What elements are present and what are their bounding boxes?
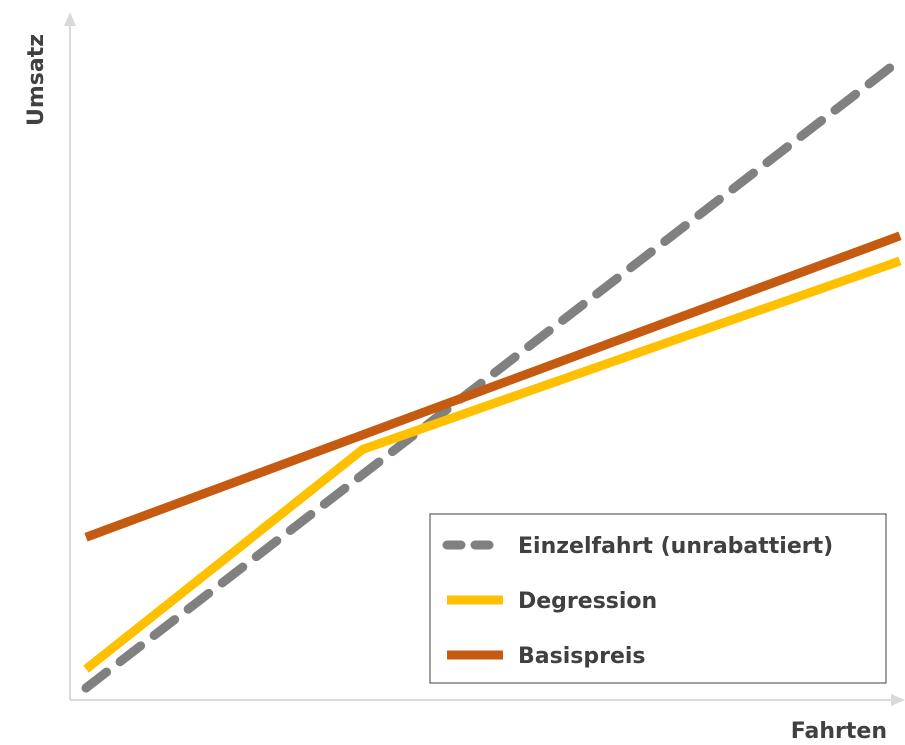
- series-line-degression: [83, 256, 902, 673]
- axes: [64, 12, 905, 706]
- series-line-einzelfahrt: [81, 55, 905, 693]
- legend-box: [429, 513, 887, 684]
- y-axis-label: Umsatz: [24, 34, 49, 126]
- series-line-basispreis: [84, 231, 902, 542]
- legend-label-degression: Degression: [518, 589, 657, 614]
- series-layer: [81, 55, 905, 693]
- y-axis-arrow: [64, 12, 76, 26]
- x-axis-arrow: [891, 694, 905, 706]
- x-axis-label: Fahrten: [791, 719, 887, 744]
- legend-label-einzelfahrt: Einzelfahrt (unrabattiert): [518, 534, 833, 559]
- legend: Einzelfahrt (unrabattiert) Degression Ba…: [429, 513, 887, 684]
- legend-label-basispreis: Basispreis: [518, 644, 646, 669]
